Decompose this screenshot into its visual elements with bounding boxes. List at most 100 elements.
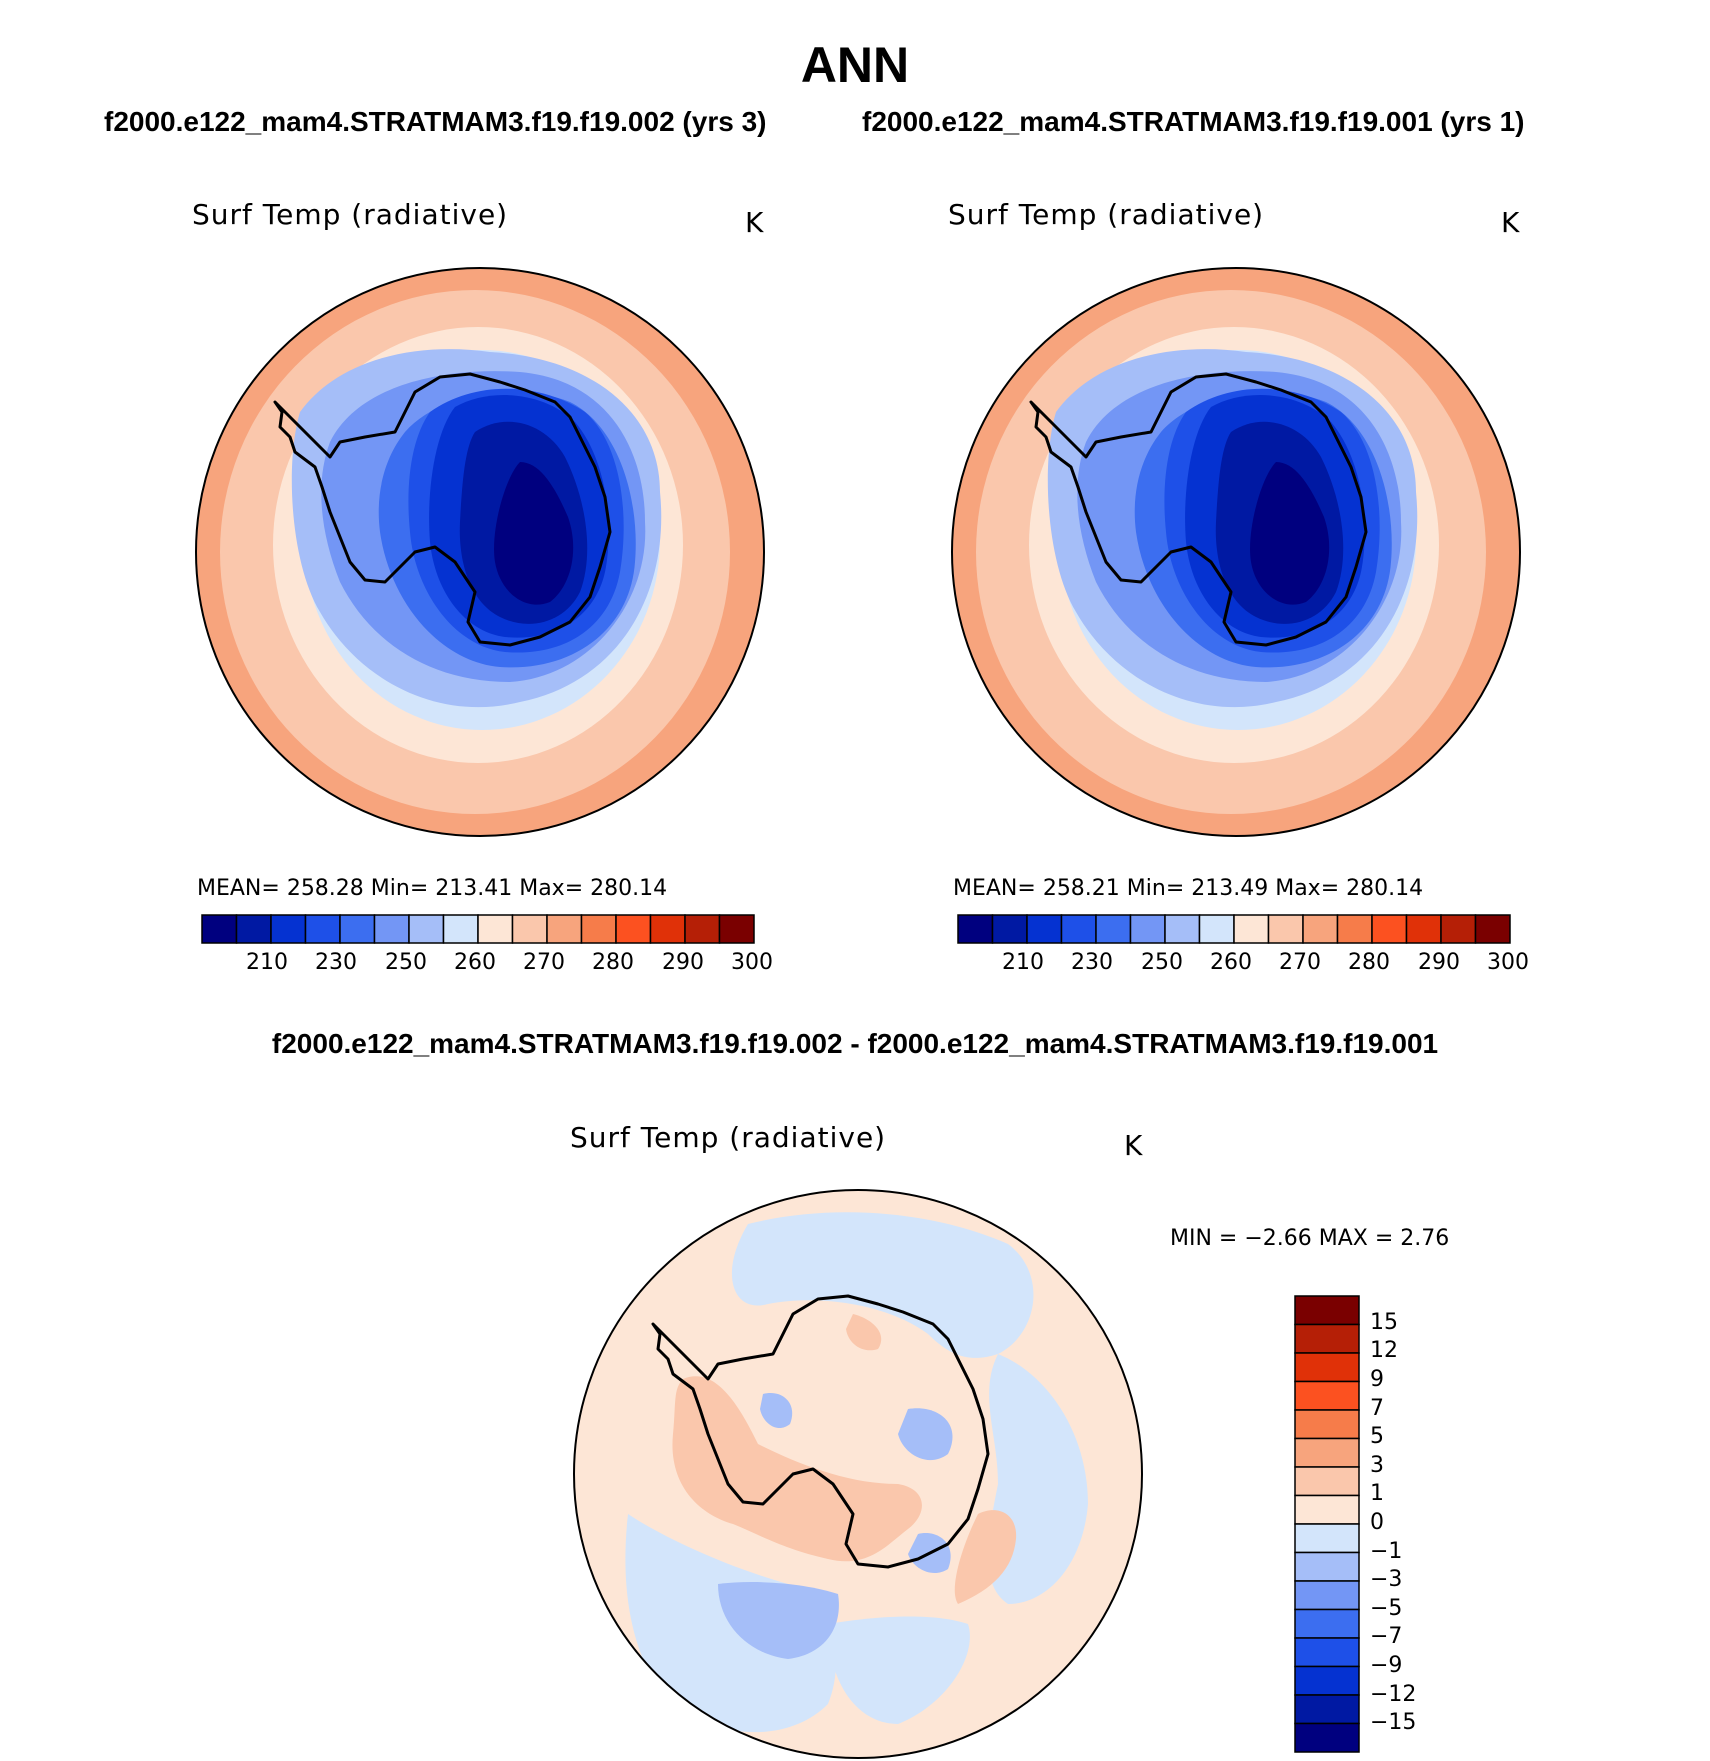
colorbar-cell	[1294, 1494, 1360, 1525]
diff-tick-label: −15	[1370, 1710, 1417, 1735]
case-title-left: f2000.e122_mam4.STRATMAM3.f19.f19.002 (y…	[104, 106, 767, 137]
panel2-colorbar	[957, 914, 1511, 944]
panel2-colorbar-cells	[957, 914, 1511, 944]
colorbar-cell	[477, 914, 514, 944]
panel1-variable-label: Surf Temp (radiative)	[192, 198, 509, 231]
colorbar-cell	[1294, 1551, 1360, 1582]
diff-colorbar	[1294, 1295, 1360, 1753]
panel2-tick-label: 250	[1141, 950, 1183, 975]
colorbar-cell	[1294, 1523, 1360, 1554]
diff-colorbar-labels: 15 12 9 7 5 3 1 0 −1 −3 −5 −7 −9 −12 −15	[1370, 1295, 1470, 1753]
panel2-temperature-field	[952, 268, 1520, 836]
diff-tick-label: −9	[1370, 1653, 1403, 1678]
colorbar-cell	[1294, 1295, 1360, 1326]
colorbar-cell	[1294, 1437, 1360, 1468]
colorbar-cell	[649, 914, 686, 944]
colorbar-cell	[1294, 1637, 1360, 1668]
panel1-tick-label: 250	[385, 950, 427, 975]
diff-tick-label: 5	[1370, 1424, 1384, 1449]
diff-tick-label: −5	[1370, 1596, 1403, 1621]
panel1-tick-label: 280	[592, 950, 634, 975]
diff-title: f2000.e122_mam4.STRATMAM3.f19.f19.002 - …	[271, 1028, 1439, 1059]
diff-tick-label: −12	[1370, 1682, 1417, 1707]
colorbar-cell	[1026, 914, 1063, 944]
colorbar-cell	[408, 914, 445, 944]
panel2-tick-label: 280	[1348, 950, 1390, 975]
colorbar-cell	[442, 914, 479, 944]
colorbar-cell	[1302, 914, 1339, 944]
colorbar-cell	[1336, 914, 1373, 944]
panel2-stats: MEAN= 258.21 Min= 213.49 Max= 280.14	[953, 876, 1424, 901]
diff-tick-label: 0	[1370, 1510, 1384, 1535]
colorbar-cell	[304, 914, 341, 944]
colorbar-cell	[1294, 1580, 1360, 1611]
case-title-right: f2000.e122_mam4.STRATMAM3.f19.f19.001 (y…	[862, 106, 1525, 137]
colorbar-cell	[1267, 914, 1304, 944]
colorbar-cell	[235, 914, 272, 944]
colorbar-cell	[1164, 914, 1201, 944]
panel1-colorbar	[201, 914, 755, 944]
diff-units-label: K	[1124, 1129, 1144, 1162]
diff-variable-label: Surf Temp (radiative)	[570, 1121, 887, 1154]
panel2-units-label: K	[1501, 206, 1521, 239]
panel1-tick-label: 300	[731, 950, 773, 975]
diff-tick-label: −3	[1370, 1567, 1403, 1592]
colorbar-cell	[1294, 1380, 1360, 1411]
colorbar-cell	[546, 914, 583, 944]
panel1-stats: MEAN= 258.28 Min= 213.41 Max= 280.14	[197, 876, 668, 901]
panel2-colorbar-labels: 210 230 250 260 270 280 290 300	[957, 950, 1529, 980]
colorbar-cell	[718, 914, 755, 944]
panel1-colorbar-labels: 210 230 250 260 270 280 290 300	[201, 950, 773, 980]
colorbar-cell	[957, 914, 994, 944]
colorbar-cell	[1294, 1722, 1360, 1753]
panel1-tick-label: 230	[315, 950, 357, 975]
diff-tick-label: −7	[1370, 1624, 1403, 1649]
diff-temperature-field	[574, 1190, 1142, 1758]
panel1-tick-label: 270	[523, 950, 565, 975]
colorbar-cell	[201, 914, 238, 944]
panel1-colorbar-cells	[201, 914, 755, 944]
panel2-tick-label: 210	[1002, 950, 1044, 975]
colorbar-cell	[684, 914, 721, 944]
colorbar-cell	[991, 914, 1028, 944]
colorbar-cell	[1294, 1352, 1360, 1383]
diff-polar-map	[573, 1189, 1143, 1759]
panel1-tick-label: 260	[454, 950, 496, 975]
panel1-units-label: K	[745, 206, 765, 239]
colorbar-cell	[270, 914, 307, 944]
diff-stats: MIN = −2.66 MAX = 2.76	[1170, 1226, 1450, 1251]
panel2-tick-label: 290	[1418, 950, 1460, 975]
colorbar-cell	[1474, 914, 1511, 944]
panel2-tick-label: 260	[1210, 950, 1252, 975]
diff-tick-label: 15	[1370, 1310, 1398, 1335]
colorbar-cell	[339, 914, 376, 944]
colorbar-cell	[1294, 1466, 1360, 1497]
panel2-polar-map	[951, 267, 1521, 837]
panel2-variable-label: Surf Temp (radiative)	[948, 198, 1265, 231]
panel1-temperature-field	[196, 268, 764, 836]
colorbar-cell	[615, 914, 652, 944]
colorbar-cell	[580, 914, 617, 944]
colorbar-cell	[1198, 914, 1235, 944]
panel1-tick-label: 290	[662, 950, 704, 975]
panel1-tick-label: 210	[246, 950, 288, 975]
diff-tick-label: 3	[1370, 1453, 1384, 1478]
diff-colorbar-cells	[1294, 1295, 1360, 1753]
colorbar-cell	[1294, 1665, 1360, 1696]
panel1-polar-map	[195, 267, 765, 837]
diff-tick-label: 7	[1370, 1396, 1384, 1421]
colorbar-cell	[1294, 1409, 1360, 1440]
page-title: ANN	[800, 37, 910, 93]
colorbar-cell	[1060, 914, 1097, 944]
diff-tick-label: 1	[1370, 1481, 1384, 1506]
diff-tick-label: −1	[1370, 1539, 1403, 1564]
colorbar-cell	[1371, 914, 1408, 944]
colorbar-cell	[373, 914, 410, 944]
diff-tick-label: 9	[1370, 1367, 1384, 1392]
colorbar-cell	[511, 914, 548, 944]
colorbar-cell	[1294, 1608, 1360, 1639]
diff-tick-label: 12	[1370, 1338, 1398, 1363]
colorbar-cell	[1294, 1323, 1360, 1354]
colorbar-cell	[1440, 914, 1477, 944]
colorbar-cell	[1095, 914, 1132, 944]
